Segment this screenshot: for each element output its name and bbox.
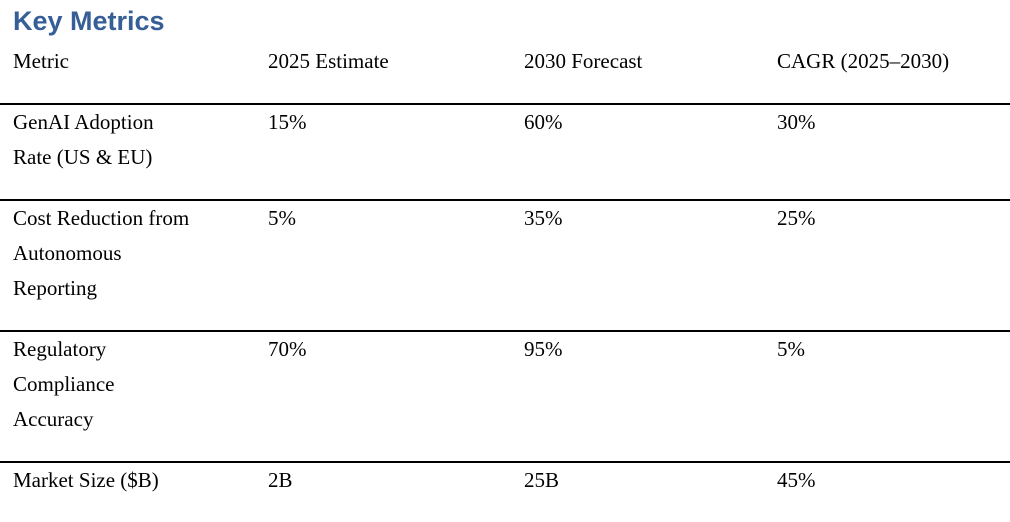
column-header-2030-forecast: 2030 Forecast (511, 44, 764, 105)
key-metrics-table: Metric 2025 Estimate 2030 Forecast CAGR … (0, 44, 1010, 522)
metric-cell: Market Size ($B) (0, 461, 255, 522)
cagr-cell: 5% (764, 330, 1010, 462)
forecast-2030-cell: 60% (524, 110, 563, 134)
estimate-2025-cell: 70% (255, 330, 511, 462)
forecast-2030-cell: 35% (511, 199, 764, 331)
metric-line: Reporting (13, 276, 97, 300)
metric-cell: Cost Reduction from Autonomous Reporting (0, 199, 255, 331)
forecast-2030-cell: 95% (511, 330, 764, 462)
metric-cell: Regulatory Compliance Accuracy (0, 330, 255, 462)
metric-line: Compliance (13, 372, 115, 396)
estimate-2025-cell: 2B (255, 461, 511, 522)
table-row: Market Size ($B) 2B 25B 45% (0, 461, 1010, 522)
column-header-2025-estimate: 2025 Estimate (255, 44, 511, 105)
cagr-cell: 45% (764, 461, 1010, 522)
metric-line: Rate (US & EU) (13, 145, 153, 169)
cagr-cell: 25% (764, 199, 1010, 331)
table-row: Regulatory Compliance Accuracy 70% 95% 5… (0, 330, 1010, 462)
column-header-metric: Metric (0, 44, 255, 105)
column-header-cagr: CAGR (2025–2030) (764, 44, 1010, 105)
table-row: Cost Reduction from Autonomous Reporting… (0, 199, 1010, 331)
table-header-row: Metric 2025 Estimate 2030 Forecast CAGR … (0, 44, 1010, 105)
metric-line: GenAI Adoption (13, 110, 154, 134)
metric-cell: GenAI Adoption Rate (US & EU) (0, 104, 255, 200)
metric-line: Autonomous (13, 241, 122, 265)
metric-line: Cost Reduction from (13, 206, 190, 230)
table-row: GenAI Adoption Rate (US & EU) 15% 60% 30… (0, 104, 1010, 200)
metric-line: Regulatory (13, 337, 107, 361)
metric-line: Accuracy (13, 407, 94, 431)
forecast-2030-cell: 25B (511, 461, 764, 522)
metric-line: Market Size ($B) (13, 468, 159, 492)
estimate-2025-cell: 5% (255, 199, 511, 331)
estimate-2025-cell: 15% (268, 110, 307, 134)
page-title: Key Metrics (13, 6, 165, 36)
cagr-cell: 30% (777, 110, 816, 134)
